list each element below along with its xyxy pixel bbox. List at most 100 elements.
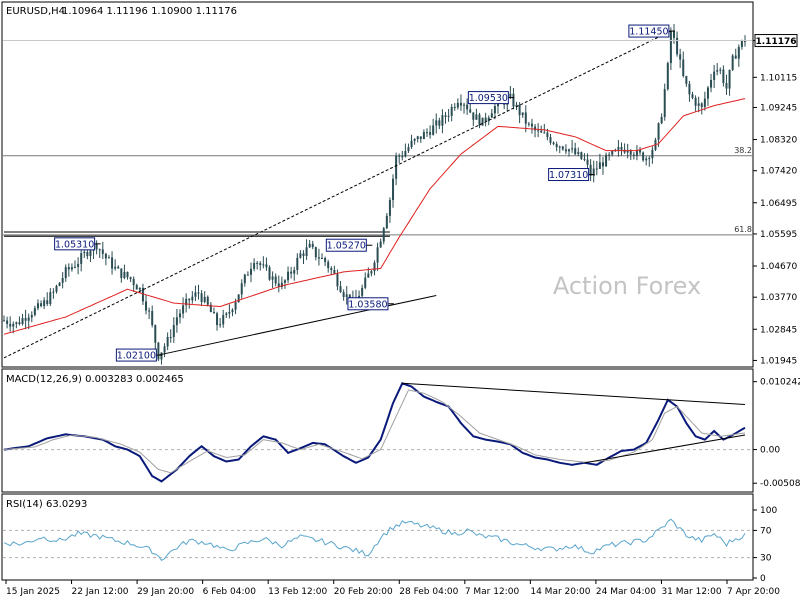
candle-body [435, 120, 438, 126]
level-label-box [54, 237, 96, 251]
candle-body [595, 168, 598, 170]
candle-body [120, 268, 123, 278]
candle-body [438, 120, 441, 126]
macd-line [3, 382, 746, 483]
candle-body [651, 149, 654, 159]
candle-body [178, 313, 181, 318]
candle-body [163, 346, 166, 353]
candle-body [713, 71, 716, 81]
candle-body [635, 149, 638, 156]
candle-body [623, 149, 626, 153]
candle-body [197, 292, 200, 294]
price-trend-lines [3, 30, 672, 359]
candle-body [642, 152, 645, 161]
candle-body [700, 103, 703, 108]
candle-body [237, 294, 240, 303]
candle-body [444, 115, 447, 117]
candle-body [382, 228, 385, 242]
candle-body [534, 126, 537, 131]
candle-body [339, 286, 342, 293]
x-tick-label: 28 Feb 04:00 [399, 587, 458, 597]
candle-body [228, 312, 231, 314]
level-label-text: 1.03580 [348, 299, 387, 310]
candle-body [253, 262, 256, 269]
symbol-title: EURUSD,H4 [6, 6, 65, 17]
candle-body [395, 155, 398, 179]
candle-body [299, 253, 302, 258]
candle-body [240, 283, 243, 295]
ohlc-values: 1.10964 1.11196 1.10900 1.11176 [62, 6, 237, 17]
candle-body [101, 249, 104, 254]
price-tick-label: 1.09245 [760, 103, 797, 113]
candle-body [104, 253, 107, 259]
candle-body [493, 106, 496, 114]
candle-body [392, 178, 395, 201]
candle-body [410, 140, 413, 148]
candle-body [401, 156, 404, 158]
macd-panel-frame [1, 368, 754, 493]
candle-body [632, 154, 635, 156]
candle-body [385, 215, 388, 229]
level-label-box [467, 91, 509, 105]
candle-body [166, 336, 169, 347]
candle-body [521, 112, 524, 116]
candle-body [703, 98, 706, 108]
level-label-text: 1.07310 [549, 170, 588, 181]
candle-body [259, 263, 262, 266]
candle-body [342, 292, 345, 297]
candle-body [188, 298, 191, 301]
candle-body [481, 117, 484, 126]
candle-body [666, 63, 669, 90]
candle-body [52, 291, 55, 293]
rsi-y-axis: 100 70 30 0 [753, 506, 777, 584]
candle-body [376, 247, 379, 263]
candle-body [589, 164, 592, 177]
candle-body [256, 262, 259, 264]
dashed-channel-line [3, 30, 672, 359]
price-tick-label: 1.04670 [760, 262, 797, 272]
candle-body [370, 271, 373, 274]
rsi-tick-label: 100 [760, 506, 777, 516]
price-tick-label: 1.01945 [760, 356, 797, 366]
macd-signal-line [3, 389, 746, 474]
candle-body [55, 285, 58, 292]
candle-body [682, 59, 685, 77]
level-label-box [115, 348, 157, 362]
candle-body [524, 112, 527, 124]
candle-body [222, 315, 225, 325]
candle-body [586, 159, 589, 165]
candle-body [234, 302, 237, 310]
rsi-line [3, 518, 746, 561]
candle-body [138, 287, 141, 290]
candle-body [61, 278, 64, 283]
candle-body [268, 267, 271, 280]
x-tick-label: 7 Mar 12:00 [465, 587, 520, 597]
candle-body [216, 313, 219, 326]
candle-body [657, 123, 660, 140]
level-label-box [628, 24, 670, 38]
fibonacci-levels: 38.2 61.8 [3, 146, 752, 237]
candle-body [98, 249, 101, 251]
candle-body [645, 158, 648, 161]
candle-body [731, 55, 734, 70]
x-tick-label: 15 Jan 2025 [6, 587, 60, 597]
price-tick-label: 1.06495 [760, 199, 797, 209]
candle-body [697, 103, 700, 106]
candle-body [308, 243, 311, 248]
time-x-axis: 15 Jan 2025 22 Jan 12:00 29 Jan 20:00 6 Feb… [5, 580, 780, 597]
candle-body [49, 292, 52, 304]
candle-body [206, 296, 209, 305]
candle-body [459, 102, 462, 106]
candle-body [293, 270, 296, 274]
candle-body [18, 322, 21, 325]
candle-body [490, 113, 493, 118]
candle-body [629, 150, 632, 155]
candle-body [601, 162, 604, 167]
x-tick-label: 29 Jan 20:00 [137, 587, 194, 597]
candle-body [744, 40, 746, 42]
x-tick-label: 22 Jan 12:00 [72, 587, 129, 597]
candle-body [558, 146, 561, 148]
candle-body [302, 253, 305, 256]
candle-body [314, 247, 317, 258]
candle-body [77, 263, 80, 267]
